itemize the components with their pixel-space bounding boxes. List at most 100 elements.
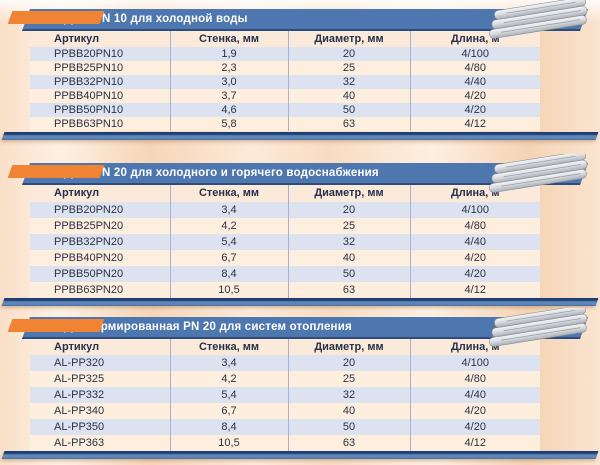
cell-artikul: PPBB32PN10 [54,76,124,88]
header-row: Артикул Стенка, мм Диаметр, мм Длина, м [30,338,540,355]
cell-wall-mm: 8,4 [169,266,288,282]
cell-length-m: 4/100 [409,202,540,218]
table-row: PPBB32PN10 3,0 32 4/40 [30,75,540,89]
cell-length-m: 4/80 [409,371,540,387]
cell-artikul: AL-PP320 [54,357,105,369]
col-header-diameter: Диаметр, мм [287,338,410,355]
cell-length-m: 4/12 [409,435,540,451]
cell-length-m: 4/20 [409,403,540,419]
cell-length-m: 4/100 [409,355,540,371]
col-header-wall: Стенка, мм [169,338,288,355]
cell-wall-mm: 10,5 [169,282,288,298]
table-row: PPBB63PN10 5,8 63 4/12 [30,117,540,131]
cell-wall-mm: 4,6 [169,103,288,117]
section-reinforced-pn20: Труба армированная PN 20 для систем отоп… [0,308,600,465]
cell-diameter-mm: 40 [287,89,410,103]
col-header-diameter: Диаметр, мм [287,184,410,202]
table-row: PPBB40PN10 3,7 40 4/20 [30,89,540,103]
cell-artikul: AL-PP363 [54,437,105,449]
cell-diameter-mm: 32 [287,387,410,403]
cell-wall-mm: 5,8 [169,117,288,131]
col-header-artikul: Артикул [30,338,170,355]
table-wrapper: Артикул Стенка, мм Диаметр, мм Длина, м … [30,338,540,451]
cell-diameter-mm: 40 [287,250,410,266]
table-row: PPBB50PN20 8,4 50 4/20 [30,266,540,282]
table-row: AL-PP332 5,4 32 4/40 [30,387,540,403]
cell-length-m: 4/20 [409,250,540,266]
cell-artikul: PPBB25PN10 [54,62,124,74]
cell-diameter-mm: 25 [287,371,410,387]
cell-wall-mm: 3,0 [169,75,288,89]
table-row: PPBB25PN10 2,3 25 4/80 [30,61,540,75]
cell-wall-mm: 2,3 [169,61,288,75]
pipe-spec-table: Артикул Стенка, мм Диаметр, мм Длина, м … [30,184,540,298]
cell-diameter-mm: 20 [287,355,410,371]
section-pn20: Труба PN 20 для холодного и горячего вод… [0,154,600,313]
cell-length-m: 4/80 [409,61,540,75]
table-wrapper: Артикул Стенка, мм Диаметр, мм Длина, м … [30,184,540,298]
orange-accent-shape [7,319,105,332]
cell-wall-mm: 4,2 [169,371,288,387]
cell-artikul: AL-PP340 [54,405,105,417]
cell-artikul: PPBB20PN10 [54,48,124,60]
cell-wall-mm: 3,4 [169,355,288,371]
cell-diameter-mm: 25 [287,61,410,75]
cell-diameter-mm: 63 [287,282,410,298]
section-bottom-rule [1,298,599,306]
table-wrapper: Артикул Стенка, мм Диаметр, мм Длина, м … [30,30,540,131]
cell-length-m: 4/100 [409,47,540,61]
cell-diameter-mm: 63 [287,117,410,131]
cell-artikul: AL-PP350 [54,421,105,433]
table-row: PPBB32PN20 5,4 32 4/40 [30,234,540,250]
cell-artikul: AL-PP332 [54,389,105,401]
cell-diameter-mm: 63 [287,435,410,451]
cell-artikul: AL-PP325 [54,373,105,385]
table-row: PPBB20PN10 1,9 20 4/100 [30,47,540,61]
table-row: PPBB25PN20 4,2 25 4/80 [30,218,540,234]
col-header-artikul: Артикул [30,184,170,202]
pipe-spec-table: Артикул Стенка, мм Диаметр, мм Длина, м … [30,338,540,451]
table-row: AL-PP325 4,2 25 4/80 [30,371,540,387]
col-header-wall: Стенка, мм [169,30,288,47]
col-header-wall: Стенка, мм [169,184,288,202]
col-header-diameter: Диаметр, мм [287,30,410,47]
cell-artikul: PPBB63PN20 [54,284,124,296]
section-pn10: Труба PN 10 для холодной воды Артикул Ст… [0,0,600,149]
pipes-stack-icon [489,308,588,347]
cell-wall-mm: 6,7 [169,250,288,266]
cell-artikul: PPBB25PN20 [54,220,124,232]
cell-diameter-mm: 25 [287,218,410,234]
cell-diameter-mm: 20 [287,202,410,218]
cell-diameter-mm: 50 [287,103,410,117]
cell-length-m: 4/12 [409,117,540,131]
table-row: AL-PP320 3,4 20 4/100 [30,355,540,371]
cell-length-m: 4/20 [409,89,540,103]
cell-wall-mm: 5,4 [169,387,288,403]
table-row: PPBB50PN10 4,6 50 4/20 [30,103,540,117]
orange-accent-shape [7,165,105,178]
table-row: PPBB40PN20 6,7 40 4/20 [30,250,540,266]
cell-artikul: PPBB40PN10 [54,90,124,102]
cell-length-m: 4/12 [409,282,540,298]
cell-diameter-mm: 50 [287,266,410,282]
cell-wall-mm: 3,4 [169,202,288,218]
cell-length-m: 4/40 [409,75,540,89]
header-row: Артикул Стенка, мм Диаметр, мм Длина, м [30,184,540,202]
table-row: AL-PP350 8,4 50 4/20 [30,419,540,435]
cell-length-m: 4/80 [409,218,540,234]
cell-diameter-mm: 50 [287,419,410,435]
header-row: Артикул Стенка, мм Диаметр, мм Длина, м [30,30,540,47]
table-row: PPBB20PN20 3,4 20 4/100 [30,202,540,218]
section-bottom-rule [1,132,599,140]
cell-wall-mm: 8,4 [169,419,288,435]
table-row: PPBB63PN20 10,5 63 4/12 [30,282,540,298]
cell-length-m: 4/20 [409,419,540,435]
pipes-stack-icon [489,0,588,39]
cell-wall-mm: 4,2 [169,218,288,234]
cell-diameter-mm: 40 [287,403,410,419]
cell-length-m: 4/20 [409,266,540,282]
pipe-spec-table: Артикул Стенка, мм Диаметр, мм Длина, м … [30,30,540,131]
cell-length-m: 4/20 [409,103,540,117]
cell-wall-mm: 6,7 [169,403,288,419]
